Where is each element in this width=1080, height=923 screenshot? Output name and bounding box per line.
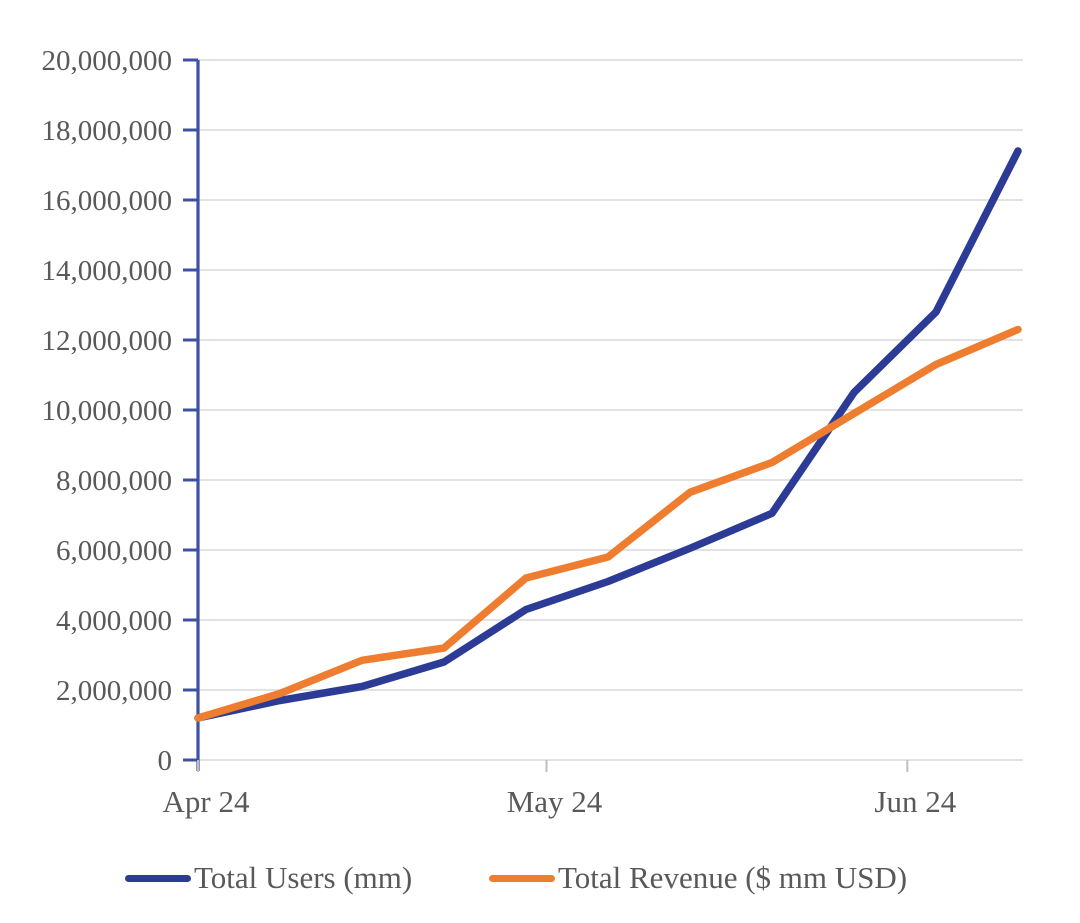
legend-label-total-revenue: Total Revenue ($ mm USD): [558, 860, 908, 895]
y-axis-tick-label: 8,000,000: [56, 465, 172, 497]
x-axis-tick-label: May 24: [507, 784, 603, 819]
y-axis-tick-label: 16,000,000: [42, 185, 173, 217]
y-axis-tick-label: 18,000,000: [42, 115, 173, 147]
x-axis-tick-label: Apr 24: [163, 784, 250, 819]
y-axis-tick-label: 2,000,000: [56, 675, 172, 707]
legend-item-total-users: Total Users (mm): [125, 858, 412, 898]
y-axis-tick-label: 6,000,000: [56, 535, 172, 567]
y-axis-tick-label: 0: [158, 745, 173, 777]
y-axis-tick-label: 10,000,000: [42, 395, 173, 427]
total-users-line: [194, 147, 1022, 722]
total-revenue-line-swatch: [489, 874, 555, 882]
y-axis-tick-label: 20,000,000: [42, 45, 173, 77]
chart-legend: Total Users (mm) Total Revenue ($ mm USD…: [0, 858, 1080, 898]
x-axis-tick-label: Jun 24: [874, 784, 956, 819]
legend-label-total-users: Total Users (mm): [194, 860, 413, 895]
total-revenue-line: [194, 325, 1022, 722]
y-axis-tick-label: 14,000,000: [42, 255, 173, 287]
y-axis-tick-label: 12,000,000: [42, 325, 173, 357]
total-users-line-swatch: [125, 874, 191, 882]
legend-item-total-revenue: Total Revenue ($ mm USD): [489, 858, 907, 898]
y-axis-tick-label: 4,000,000: [56, 605, 172, 637]
